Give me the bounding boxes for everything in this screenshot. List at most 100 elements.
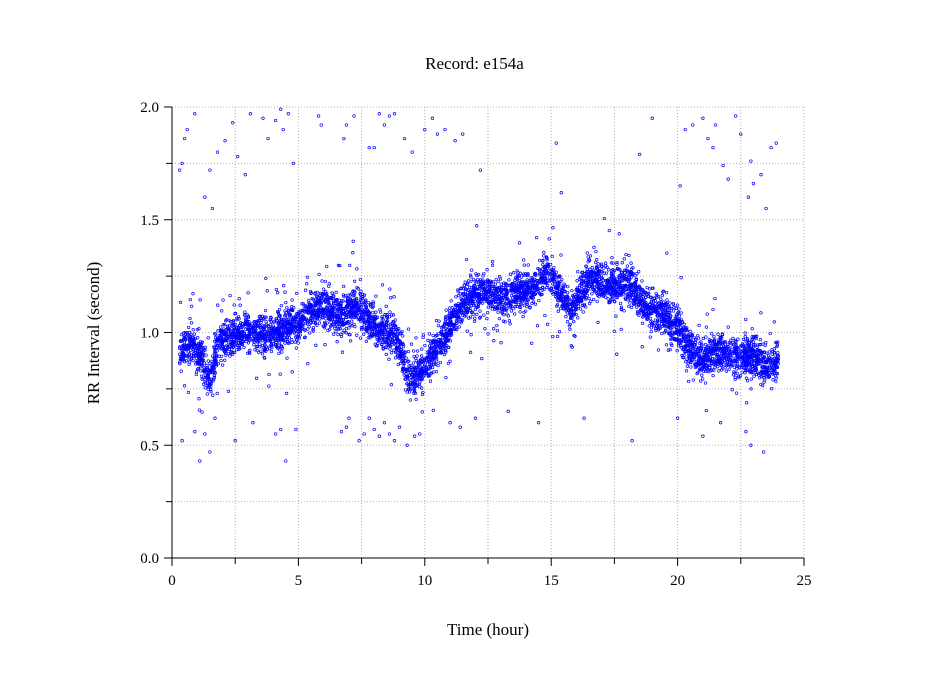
data-point (506, 314, 511, 318)
data-point (311, 326, 316, 330)
data-point (435, 333, 439, 338)
data-point (388, 347, 392, 351)
data-point (541, 262, 545, 267)
data-point (373, 314, 378, 319)
data-point (635, 272, 639, 276)
data-point (285, 317, 289, 321)
data-point (771, 367, 775, 371)
data-point (289, 323, 294, 327)
data-point (569, 308, 574, 312)
data-point (420, 410, 424, 414)
data-point (768, 331, 772, 336)
data-point (522, 258, 526, 262)
data-point (629, 290, 634, 294)
data-point (591, 297, 596, 302)
data-point (522, 272, 526, 276)
data-point (338, 327, 343, 331)
data-point (616, 286, 621, 290)
data-point (327, 327, 332, 332)
data-point (639, 296, 644, 300)
data-point (179, 369, 183, 373)
data-point (406, 327, 411, 331)
data-point (741, 337, 746, 342)
data-point (502, 283, 506, 287)
data-point (317, 321, 322, 325)
data-point (525, 301, 529, 305)
data-point (701, 352, 705, 357)
data-point (598, 287, 602, 292)
data-point (444, 317, 448, 322)
data-point (622, 257, 626, 261)
data-point (579, 282, 583, 286)
data-point (497, 306, 502, 310)
data-point (254, 320, 259, 324)
data-point (753, 343, 757, 347)
data-point (274, 317, 279, 321)
data-point (538, 271, 542, 276)
data-point (232, 337, 236, 341)
data-point (341, 331, 345, 335)
data-point (545, 285, 549, 290)
data-point (346, 320, 350, 324)
data-point (447, 311, 452, 315)
data-point (223, 338, 227, 343)
data-point (367, 320, 372, 324)
data-point (465, 296, 469, 301)
data-point (675, 318, 679, 323)
data-point (711, 307, 715, 312)
data-point (712, 368, 716, 372)
data-point (415, 349, 420, 353)
data-point (461, 313, 465, 317)
data-point (432, 349, 436, 353)
data-point (408, 370, 413, 374)
data-point (669, 325, 673, 329)
data-point (494, 299, 498, 304)
data-point (686, 337, 691, 341)
data-point (760, 357, 764, 362)
data-point (620, 279, 625, 283)
data-point (696, 346, 700, 350)
data-point (226, 341, 231, 345)
data-point (535, 282, 540, 286)
data-point (491, 327, 496, 331)
data-point (625, 269, 630, 273)
data-point (553, 282, 557, 287)
data-point (530, 301, 534, 305)
data-point (660, 308, 665, 312)
data-point (761, 373, 765, 377)
data-point (682, 322, 686, 327)
data-point (701, 336, 705, 341)
data-point (191, 344, 195, 349)
data-point (284, 300, 288, 305)
data-point (734, 391, 739, 395)
data-point (721, 366, 725, 370)
data-point (564, 315, 568, 319)
data-point (565, 320, 570, 324)
data-point (703, 381, 708, 385)
data-point (513, 312, 517, 316)
data-point (219, 325, 223, 329)
data-point (393, 318, 397, 322)
data-point (702, 364, 706, 369)
data-point (465, 310, 470, 314)
data-point (427, 344, 432, 348)
data-point (226, 389, 231, 394)
data-point (537, 298, 541, 303)
data-point (754, 337, 758, 341)
data-point (681, 332, 685, 336)
data-point (245, 320, 249, 324)
data-point (461, 303, 466, 308)
data-point (192, 341, 197, 345)
data-point (216, 362, 220, 366)
data-point (752, 335, 756, 339)
data-point (774, 371, 779, 376)
data-point (661, 300, 666, 304)
data-point (767, 350, 772, 354)
data-point (458, 307, 462, 311)
data-point (295, 311, 299, 316)
data-point (587, 275, 591, 280)
data-point (444, 350, 448, 355)
data-point (555, 279, 559, 283)
data-point (414, 366, 418, 370)
